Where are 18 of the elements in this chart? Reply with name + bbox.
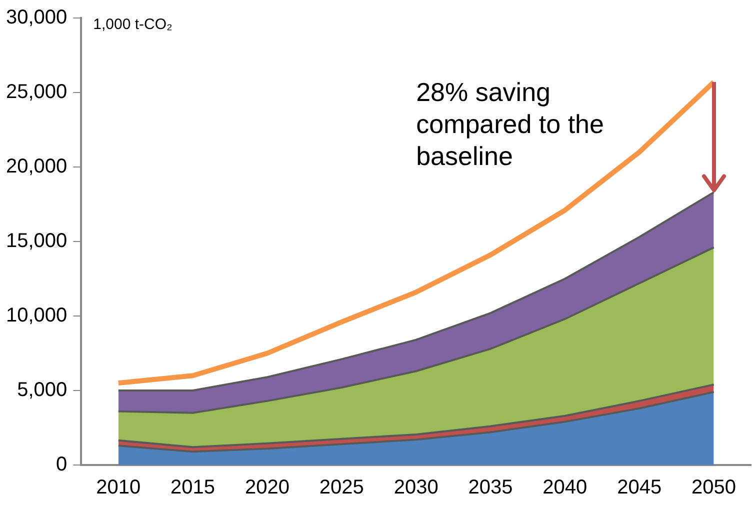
x-tick-label: 2025 xyxy=(319,476,364,499)
y-tick-label: 15,000 xyxy=(6,230,68,252)
y-axis-title: 1,000 t-CO₂ xyxy=(93,16,172,33)
y-tick-label: 30,000 xyxy=(6,6,68,29)
y-tick-label: 0 xyxy=(56,454,68,476)
y-tick-label: 25,000 xyxy=(6,81,68,104)
x-tick-label: 2045 xyxy=(617,476,662,499)
y-tick-label: 10,000 xyxy=(6,304,68,327)
x-tick-label: 2050 xyxy=(692,476,736,499)
x-tick-label: 2035 xyxy=(468,476,513,499)
y-tick-label: 5,000 xyxy=(17,379,68,402)
x-tick-label: 2020 xyxy=(244,476,290,499)
x-tick-label: 2015 xyxy=(170,476,216,499)
y-tick-label: 20,000 xyxy=(6,156,68,178)
annotation: 28% saving compared to the baseline xyxy=(416,76,605,172)
x-tick-label: 2030 xyxy=(394,476,438,499)
x-tick-label: 2010 xyxy=(96,476,141,499)
x-tick-label: 2040 xyxy=(542,476,588,499)
